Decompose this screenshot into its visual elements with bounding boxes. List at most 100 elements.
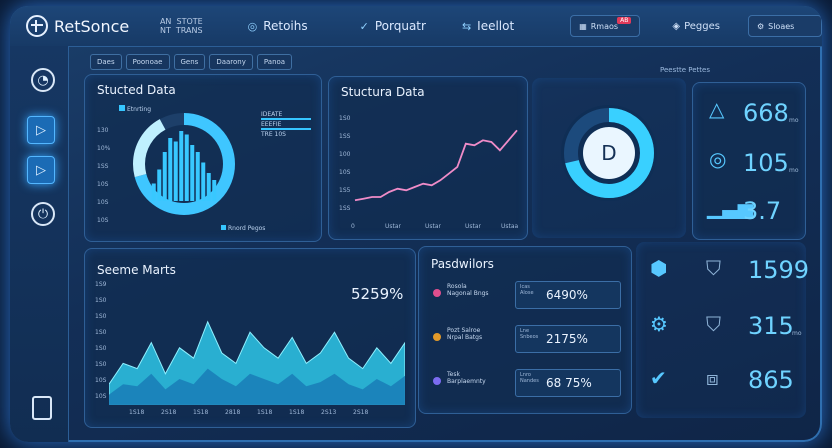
filter-chips: Daes Poonoae Gens Daarony Panoa (90, 54, 293, 70)
donut-bar (151, 183, 156, 201)
chip[interactable]: Poonoae (125, 54, 170, 70)
legend-bottom: Rnord Pegos (221, 225, 265, 232)
x-tick: Ustar (465, 223, 482, 230)
y-tick: 10S (339, 169, 351, 176)
y-tick: 1S5 (339, 187, 351, 194)
y-tick: 1S0 (95, 361, 107, 368)
top-right-label: Peestte Pettes (660, 66, 710, 74)
side-label: EEEFIE (261, 121, 282, 128)
x-tick: 2S13 (321, 409, 337, 416)
donut-bar (195, 152, 200, 201)
donut-bar (157, 169, 162, 201)
card-value: 5259% (351, 285, 404, 303)
donut-bar (162, 152, 167, 201)
y-tick: 1S0 (95, 297, 107, 304)
nav-item-3[interactable]: ⇆ Ieellot (461, 19, 515, 33)
donut-bar (190, 145, 195, 201)
password-row[interactable]: Rosola Nagonal Bngs Icas Alose 6490% (429, 281, 621, 309)
password-value-box: Lnro Nandes 68 75% (515, 369, 621, 397)
x-tick: 2S18 (353, 409, 369, 416)
logo-text: RetSonce (54, 16, 130, 36)
y-tick: 1SS (339, 133, 351, 140)
top-button-2[interactable]: ◈ Pegges (672, 20, 720, 32)
donut-bar (201, 162, 206, 201)
chip[interactable]: Daarony (209, 54, 253, 70)
sidebar-play-button-2[interactable]: ▷ (27, 156, 55, 184)
notification-badge: AB (617, 17, 632, 24)
sidebar-power-icon[interactable]: ⏻ (31, 202, 55, 226)
card-title: Stuctura Data (341, 85, 425, 99)
y-tick: 1SS (97, 163, 109, 170)
dashboard-screen: RetSonce AN STOTE NT TRANS ◎ Retoihs ✓ P… (10, 6, 822, 442)
donut-bar (173, 141, 178, 201)
y-tick: 130 (97, 127, 109, 134)
stat-value: 3.7 (743, 197, 782, 225)
gear-icon: ⚙ (650, 312, 668, 336)
sidebar-gauge-icon[interactable]: ◔ (31, 68, 55, 92)
ring-icon: ◎ (709, 147, 727, 171)
line-series (354, 129, 518, 202)
x-tick: 1S18 (257, 409, 273, 416)
seeme-marts-card: Seeme Marts 5259% 1S9 1S0 1S0 1S0 1S0 1S… (84, 248, 416, 428)
card-title: Pasdwilors (431, 257, 494, 271)
y-tick: 1S9 (95, 281, 107, 288)
x-tick: Ustar (385, 223, 402, 230)
stat-value: 668 (743, 99, 789, 127)
structured-data-card: Stucted Data Etnrting 130 10% 1SS 10S 10… (84, 74, 322, 242)
chip[interactable]: Panoa (256, 54, 293, 70)
nav-item-2[interactable]: ✓ Porquatr (359, 19, 426, 33)
area-chart (109, 320, 405, 405)
side-label: IDEATE (261, 111, 283, 118)
y-tick: 1S0 (95, 329, 107, 336)
chip[interactable]: Daes (90, 54, 122, 70)
shield-icon: ⛉ (706, 312, 721, 336)
y-tick: 10S (95, 393, 107, 400)
y-tick: 10S (95, 377, 107, 384)
check-shield-icon: ✔ (650, 366, 667, 390)
y-tick: 1S0 (339, 115, 351, 122)
stat-value: 1599 (748, 256, 810, 284)
y-tick: 10S (97, 199, 109, 206)
target-icon: ◎ (247, 19, 258, 33)
settings-icon: ⚙ (756, 21, 765, 31)
top-button-1[interactable]: ▦ Rmaos AB (570, 15, 641, 37)
stat-value: 105 (743, 149, 789, 177)
nav-item-1[interactable]: ◎ Retoihs (247, 19, 308, 33)
check-icon: ✓ (359, 19, 369, 33)
password-row[interactable]: Pozt Salroe Nrpal Batgs Lne Snbeos 2175% (429, 325, 621, 353)
x-tick: 2S18 (161, 409, 177, 416)
donut-chart (133, 113, 235, 215)
stat-suffix: mo (792, 330, 802, 337)
y-tick: 10S (97, 181, 109, 188)
donut-bar (206, 173, 211, 201)
stat-value: 865 (748, 366, 794, 394)
card-title: Seeme Marts (97, 263, 176, 277)
donut-bar (184, 134, 189, 201)
x-tick: 1S18 (193, 409, 209, 416)
line-chart (354, 129, 518, 202)
y-tick: 100 (339, 151, 351, 158)
ring-card: D (532, 78, 686, 238)
password-value-box: Lne Snbeos 2175% (515, 325, 621, 353)
box-icon: ⧈ (706, 366, 719, 390)
x-tick: 0 (351, 223, 355, 230)
x-tick: Ustar (425, 223, 442, 230)
sidebar-play-button[interactable]: ▷ (27, 116, 55, 144)
chip[interactable]: Gens (173, 54, 206, 70)
status-dot (433, 333, 441, 341)
status-dot (433, 289, 441, 297)
logo[interactable]: RetSonce (26, 15, 142, 37)
triangle-icon: △ (709, 97, 725, 121)
y-tick: 10S (97, 217, 109, 224)
shield-icon: ⛉ (706, 256, 721, 280)
sidebar: ◔ ▷ ▷ ⏻ (10, 46, 69, 442)
globe-icon (26, 15, 48, 37)
sidebar-document-icon[interactable] (32, 396, 52, 420)
stat-suffix: mo (789, 167, 799, 174)
passwords-card: Pasdwilors Rosola Nagonal Bngs Icas Alos… (418, 246, 632, 414)
y-tick: 1SS (339, 205, 351, 212)
stats-bottom-panel: ⬢ ⛉ 1599 ⚙ ⛉ 315 mo ✔ ⧈ 865 (636, 242, 810, 418)
password-row[interactable]: Tesk Barplaemnty Lnro Nandes 68 75% (429, 369, 621, 397)
top-button-3[interactable]: ⚙ Sloaes (747, 15, 822, 37)
status-dot (433, 377, 441, 385)
